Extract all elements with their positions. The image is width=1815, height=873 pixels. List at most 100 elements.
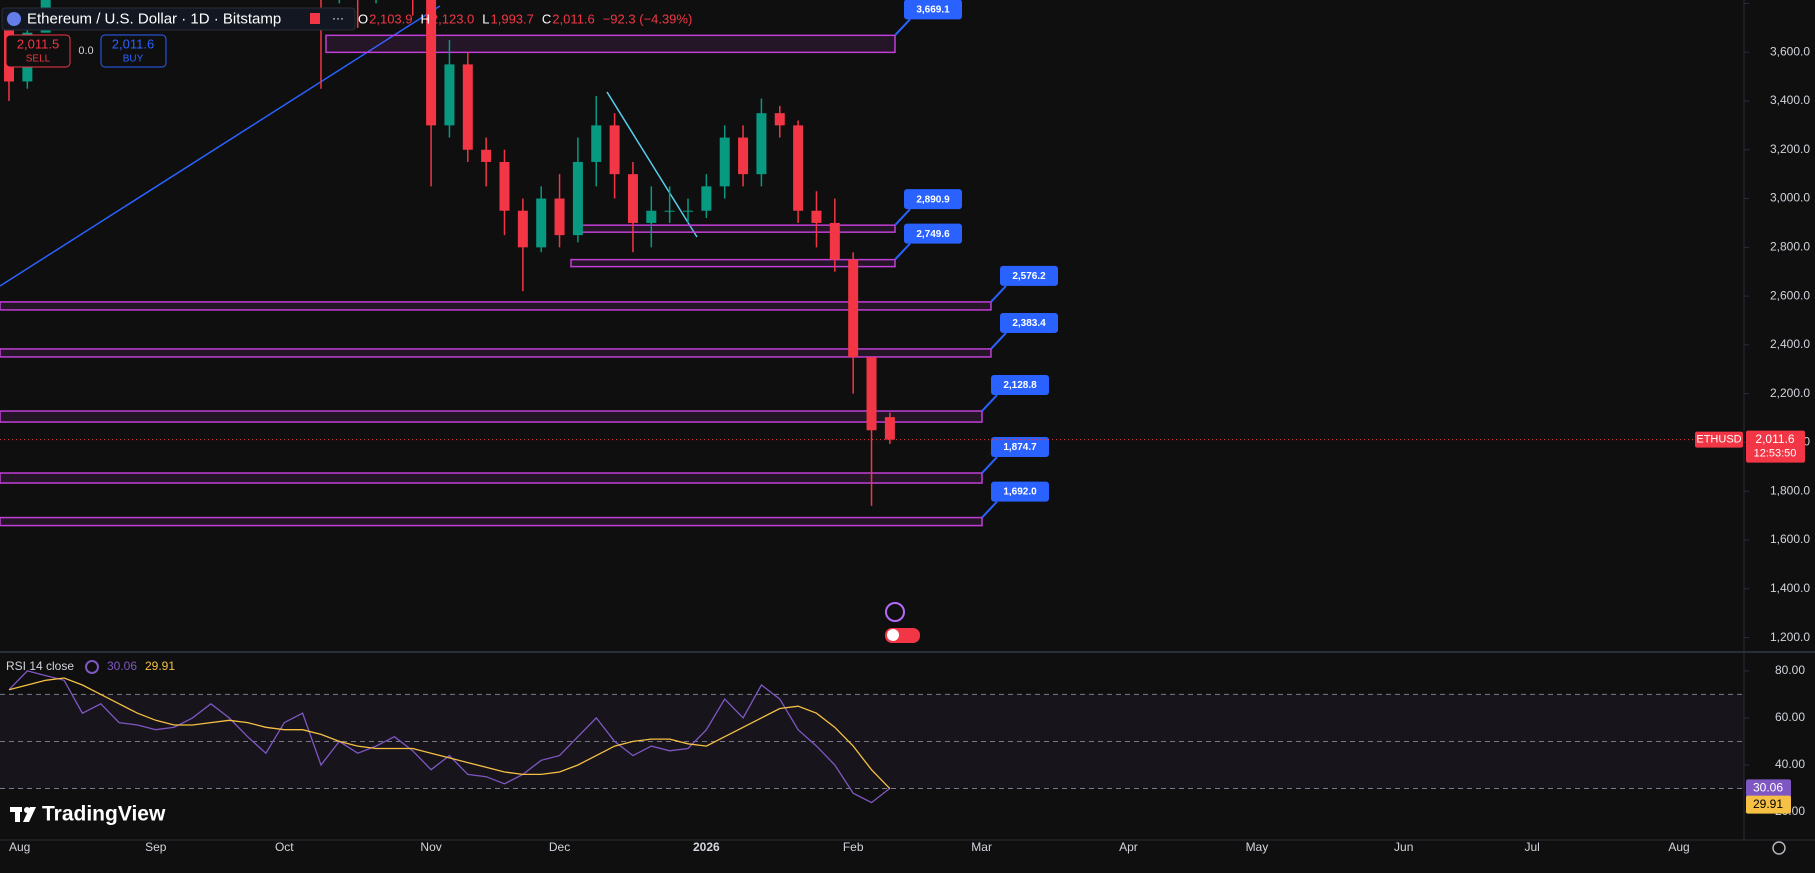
- candle-body: [756, 113, 767, 175]
- symbol-label: ETHUSD: [1696, 434, 1741, 446]
- level-label: 1,692.0: [1003, 487, 1037, 498]
- buy-label: BUY: [123, 54, 144, 65]
- x-tick-label: Sep: [145, 840, 167, 854]
- candle-body: [701, 186, 712, 211]
- settings-icon[interactable]: [1772, 841, 1786, 855]
- price-badge: [1746, 430, 1805, 463]
- buy-price: 2,011.6: [112, 36, 154, 51]
- candle-body: [811, 210, 822, 223]
- x-tick-label: Jul: [1525, 840, 1540, 854]
- y-tick-label: 3,400.0: [1770, 93, 1810, 107]
- callout-line: [894, 242, 911, 261]
- flag-icon[interactable]: [310, 13, 320, 24]
- candle-body: [664, 210, 675, 212]
- y-tick-label: 2,800.0: [1770, 239, 1810, 253]
- callout-line: [981, 500, 998, 519]
- candle-body: [444, 64, 455, 126]
- ohlc-key: L: [482, 11, 489, 26]
- buy-button[interactable]: [100, 34, 167, 68]
- rsi-badge-label: 29.91: [1753, 797, 1783, 811]
- level-zone: [570, 258, 896, 268]
- y-tick-label: 1,800.0: [1770, 483, 1810, 497]
- ohlc-key: C: [542, 11, 551, 26]
- level-zone: [574, 224, 896, 233]
- level-label-box: [991, 481, 1049, 502]
- candle-body: [481, 149, 492, 162]
- x-tick-label: Feb: [843, 840, 864, 854]
- level-zone: [0, 472, 983, 484]
- y-tick-label: 1,200.0: [1770, 630, 1810, 644]
- level-zone: [0, 301, 992, 311]
- rsi-badge: [1746, 795, 1791, 814]
- symbol-pill[interactable]: [1, 7, 356, 31]
- callout-line: [981, 456, 998, 474]
- rsi-pane: [0, 670, 1744, 804]
- level-label: 2,576.2: [1012, 271, 1046, 282]
- candle-body: [591, 125, 602, 162]
- sell-button[interactable]: [5, 34, 71, 68]
- more-icon[interactable]: ···: [332, 11, 344, 25]
- symbol-title: Ethereum / U.S. Dollar · 1D · Bitstamp: [27, 10, 281, 27]
- spread: 0.0: [78, 45, 93, 57]
- level-zone: [0, 516, 983, 527]
- rsi-icon[interactable]: [85, 660, 99, 674]
- level-label-box: [904, 0, 962, 20]
- y-tick-label: 3,000.0: [1770, 191, 1810, 205]
- logo: [23, 807, 36, 822]
- candle-body: [572, 161, 583, 236]
- candle-body: [683, 210, 694, 212]
- x-tick-label: Jun: [1394, 840, 1413, 854]
- flag-icon: [887, 629, 899, 641]
- candle-body: [462, 64, 473, 150]
- candle-body: [719, 137, 730, 187]
- level-label-box: [1000, 312, 1058, 333]
- x-tick-label: Mar: [971, 840, 992, 854]
- y-tick-label: 80.00: [1775, 663, 1805, 677]
- y-tick-label: 3,200.0: [1770, 142, 1810, 156]
- eth-icon: [7, 12, 21, 26]
- level-label: 2,128.8: [1003, 380, 1037, 391]
- rsi-title: RSI 14 close: [6, 659, 74, 673]
- candle-body: [499, 161, 510, 211]
- x-tick-label: Apr: [1119, 840, 1138, 854]
- candle-body: [829, 222, 840, 260]
- candle-body: [536, 198, 547, 248]
- ohlc-value: 1,993.7: [491, 11, 534, 26]
- candle-body: [517, 210, 528, 248]
- candle-body: [627, 174, 638, 223]
- rsi-ma-value: 29.91: [145, 659, 175, 673]
- level-zone: [0, 410, 983, 423]
- logo: [15, 807, 20, 822]
- x-tick-label: Nov: [420, 840, 441, 854]
- ohlc-key: O: [358, 11, 368, 26]
- level-label: 2,383.4: [1012, 318, 1046, 329]
- price-pane: 3,669.1 2,890.9 2,749.6 2,576.2 2,383.4 2,128…: [0, 0, 1744, 527]
- candle-body: [848, 259, 859, 358]
- x-tick-label: Aug: [1668, 840, 1689, 854]
- ohlc-value: 2,123.0: [431, 11, 474, 26]
- symbol-badge: [1695, 431, 1743, 448]
- y-tick-label: 3,600.0: [1770, 44, 1810, 58]
- event-icon[interactable]: [885, 602, 905, 622]
- level-zone: [325, 34, 896, 54]
- level-label: 1,874.7: [1003, 442, 1037, 453]
- candle-body: [609, 125, 620, 175]
- y-tick-label: 60.00: [1775, 710, 1805, 724]
- level-label-box: [991, 437, 1049, 458]
- rsi-band-fill: [0, 694, 1744, 789]
- trend-line: [606, 91, 698, 238]
- callout-line: [990, 332, 1007, 350]
- x-tick-label: 2026: [693, 840, 720, 854]
- candle-body: [774, 113, 785, 126]
- candle-body: [884, 417, 895, 440]
- x-tick-label: Aug: [9, 840, 30, 854]
- rsi-line: [8, 677, 891, 790]
- level-label: 3,669.1: [916, 4, 950, 15]
- callout-line: [894, 208, 911, 226]
- candle-body: [866, 357, 877, 431]
- rsi-badge-label: 30.06: [1753, 780, 1783, 794]
- y-tick-label: 2,600.0: [1770, 288, 1810, 302]
- candle-body: [426, 0, 437, 126]
